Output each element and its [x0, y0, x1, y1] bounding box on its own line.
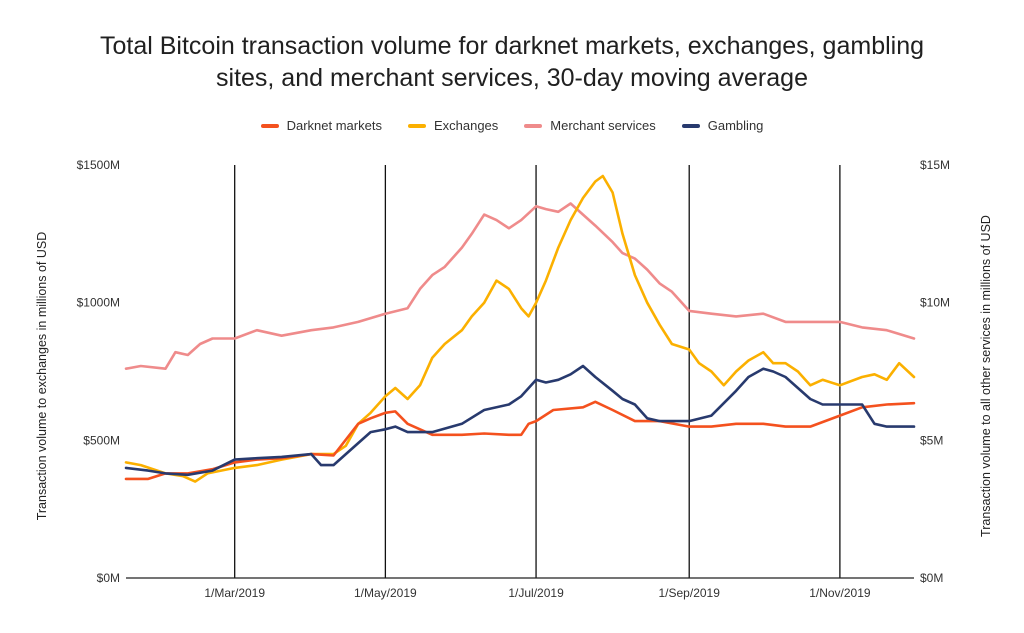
- y-right-tick-label: $15M: [920, 158, 950, 172]
- y-left-tick-label: $0M: [97, 571, 120, 585]
- axes: 1/Mar/2019 1/May/2019 1/Jul/2019 1/Sep/2019…: [77, 158, 950, 600]
- y-left-tick-label: $1000M: [77, 296, 120, 310]
- y-right-tick-label: $5M: [920, 433, 943, 447]
- legend: Darknet markets Exchanges Merchant service…: [0, 118, 1024, 133]
- legend-label: Exchanges: [433, 118, 499, 133]
- x-tick-label: 1/Sep/2019: [659, 586, 721, 600]
- x-tick-label: 1/May/2019: [354, 586, 417, 600]
- y-axis-left-title: Transaction volume to exchanges in milli…: [35, 232, 49, 521]
- series-line-merchant-services: [124, 202, 916, 370]
- series-line-darknet-markets: [124, 400, 916, 481]
- chart-title-line-2: sites, and merchant services, 30-day mov…: [216, 64, 808, 92]
- y-axis-right-title: Transaction volume to all other services…: [979, 215, 993, 537]
- y-right-tick-label: $0M: [920, 571, 943, 585]
- legend-swatch: [260, 123, 279, 128]
- chart-title-line-1: Total Bitcoin transaction volume for dar…: [99, 32, 925, 60]
- legend-label: Darknet markets: [286, 118, 382, 133]
- series-line-gambling: [124, 364, 916, 477]
- x-tick-label: 1/Jul/2019: [508, 586, 564, 600]
- legend-label: Merchant services: [550, 118, 656, 133]
- x-tick-label: 1/Mar/2019: [204, 586, 265, 600]
- legend-swatch: [407, 123, 426, 128]
- legend-item-exchanges: Exchanges: [407, 118, 499, 133]
- y-left-tick-label: $500M: [83, 433, 120, 447]
- legend-label: Gambling: [707, 118, 764, 133]
- chart-title: Total Bitcoin transaction volume for dar…: [0, 30, 1024, 94]
- y-right-tick-label: $10M: [920, 296, 950, 310]
- gridlines: [234, 165, 841, 578]
- x-tick-label: 1/Nov/2019: [809, 586, 871, 600]
- legend-item-merchant-services: Merchant services: [524, 118, 656, 133]
- legend-item-darknet-markets: Darknet markets: [260, 118, 382, 133]
- legend-swatch: [524, 123, 543, 128]
- series-lines: [124, 174, 916, 483]
- legend-item-gambling: Gambling: [681, 118, 764, 133]
- legend-swatch: [681, 123, 700, 128]
- y-left-tick-label: $1500M: [77, 158, 120, 172]
